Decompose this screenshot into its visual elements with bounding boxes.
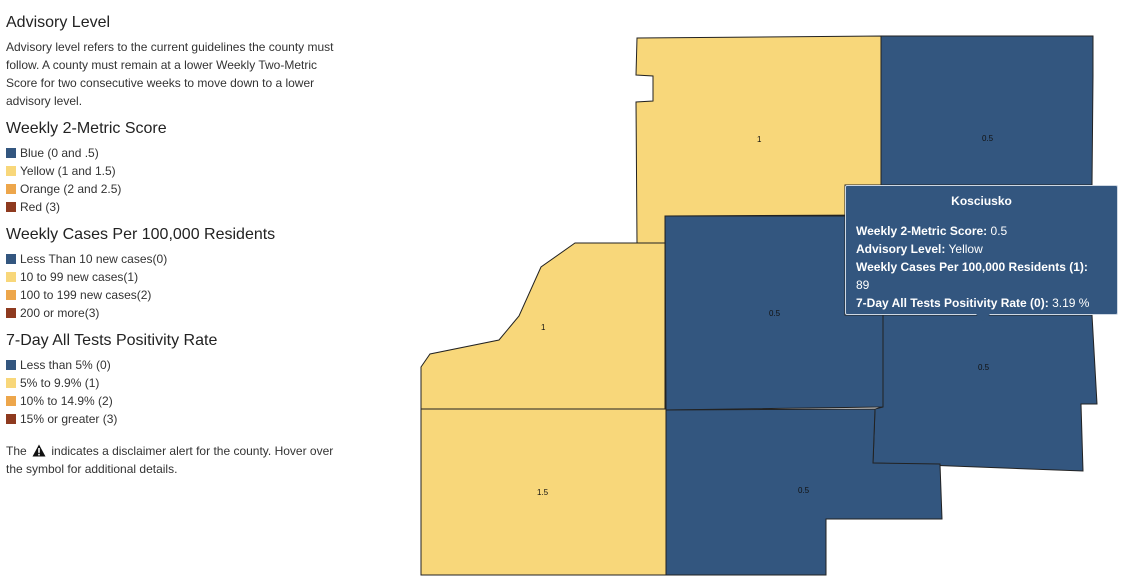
note-text-before: The bbox=[6, 444, 27, 458]
county-west[interactable] bbox=[420, 242, 666, 410]
legend-label: 100 to 199 new cases(2) bbox=[20, 288, 152, 302]
legend-swatch bbox=[6, 360, 16, 370]
legend-item: 10% to 14.9% (2) bbox=[6, 392, 351, 410]
tooltip-advisory-value: Yellow bbox=[948, 242, 983, 256]
tooltip-caret bbox=[976, 314, 990, 321]
county-value-label: 1 bbox=[541, 323, 546, 332]
tooltip-advisory-row: Advisory Level: Yellow bbox=[856, 240, 1107, 258]
tooltip-score-label: Weekly 2-Metric Score: bbox=[856, 224, 988, 238]
legend-swatch bbox=[6, 166, 16, 176]
legend-swatch bbox=[6, 148, 16, 158]
legend-swatch bbox=[6, 184, 16, 194]
advisory-description: Advisory level refers to the current gui… bbox=[6, 40, 334, 108]
legend-item: 10 to 99 new cases(1) bbox=[6, 268, 351, 286]
legend-item: Orange (2 and 2.5) bbox=[6, 180, 351, 198]
legend-swatch bbox=[6, 290, 16, 300]
legend-label: Orange (2 and 2.5) bbox=[20, 182, 122, 196]
legend-swatch bbox=[6, 414, 16, 424]
tooltip-cases-row: Weekly Cases Per 100,000 Residents (1): bbox=[856, 258, 1107, 276]
legend-label: Less than 5% (0) bbox=[20, 358, 111, 372]
tooltip-score-row: Weekly 2-Metric Score: 0.5 bbox=[856, 222, 1107, 240]
tooltip-positivity-value: 3.19 % bbox=[1052, 296, 1090, 310]
advisory-section: Advisory Level Advisory level refers to … bbox=[6, 14, 351, 110]
legend-swatch bbox=[6, 254, 16, 264]
legend-item: 15% or greater (3) bbox=[6, 410, 351, 428]
tooltip-positivity-row: 7-Day All Tests Positivity Rate (0): 3.1… bbox=[856, 294, 1107, 312]
county-tooltip: Kosciusko Weekly 2-Metric Score: 0.5 Adv… bbox=[845, 185, 1118, 321]
legend-label: 200 or more(3) bbox=[20, 306, 100, 320]
tooltip-positivity-label: 7-Day All Tests Positivity Rate (0): bbox=[856, 296, 1049, 310]
cases-section: Weekly Cases Per 100,000 Residents Less … bbox=[6, 226, 351, 322]
legend-item: 5% to 9.9% (1) bbox=[6, 374, 351, 392]
positivity-title: 7-Day All Tests Positivity Rate bbox=[6, 332, 218, 349]
legend-item: 100 to 199 new cases(2) bbox=[6, 286, 351, 304]
legend-swatch bbox=[6, 272, 16, 282]
tooltip-cases-label: Weekly Cases Per 100,000 Residents (1): bbox=[856, 260, 1088, 274]
disclaimer-note: The indicates a disclaimer alert for the… bbox=[6, 442, 351, 478]
legend-swatch bbox=[6, 308, 16, 318]
score-section: Weekly 2-Metric Score Blue (0 and .5) Ye… bbox=[6, 120, 351, 216]
legend-label: 15% or greater (3) bbox=[20, 412, 118, 426]
legend-label: 10% to 14.9% (2) bbox=[20, 394, 113, 408]
legend-swatch bbox=[6, 202, 16, 212]
legend-item: Less than 5% (0) bbox=[6, 356, 351, 374]
county-value-label: 1.5 bbox=[537, 488, 549, 497]
county-value-label: 1 bbox=[757, 135, 762, 144]
county-value-label: 0.5 bbox=[769, 309, 781, 318]
cases-title: Weekly Cases Per 100,000 Residents bbox=[6, 226, 276, 243]
county-value-label: 0.5 bbox=[982, 134, 994, 143]
legend-label: Less Than 10 new cases(0) bbox=[20, 252, 168, 266]
county-south-central[interactable] bbox=[665, 408, 943, 576]
legend-swatch bbox=[6, 396, 16, 406]
tooltip-cases-value: 89 bbox=[856, 278, 870, 292]
legend-item: Red (3) bbox=[6, 198, 351, 216]
legend-label: Yellow (1 and 1.5) bbox=[20, 164, 116, 178]
warning-icon bbox=[32, 444, 46, 457]
legend-label: Red (3) bbox=[20, 200, 61, 214]
legend-item: Yellow (1 and 1.5) bbox=[6, 162, 351, 180]
tooltip-score-value: 0.5 bbox=[990, 224, 1008, 238]
legend-label: 10 to 99 new cases(1) bbox=[20, 270, 139, 284]
advisory-title: Advisory Level bbox=[6, 14, 111, 31]
legend-label: 5% to 9.9% (1) bbox=[20, 376, 100, 390]
legend-item: 200 or more(3) bbox=[6, 304, 351, 322]
county-kosciusko[interactable] bbox=[872, 314, 1098, 472]
tooltip-advisory-label: Advisory Level: bbox=[856, 242, 946, 256]
tooltip-title: Kosciusko bbox=[951, 194, 1012, 208]
county-value-label: 0.5 bbox=[798, 486, 810, 495]
positivity-section: 7-Day All Tests Positivity Rate Less tha… bbox=[6, 332, 351, 428]
legend-item: Blue (0 and .5) bbox=[6, 144, 351, 162]
legend-label: Blue (0 and .5) bbox=[20, 146, 99, 160]
legend-swatch bbox=[6, 378, 16, 388]
legend-panel: Advisory Level Advisory level refers to … bbox=[6, 14, 351, 478]
score-title: Weekly 2-Metric Score bbox=[6, 120, 167, 137]
legend-item: Less Than 10 new cases(0) bbox=[6, 250, 351, 268]
note-text-after: indicates a disclaimer alert for the cou… bbox=[6, 444, 334, 476]
county-value-label: 0.5 bbox=[978, 363, 990, 372]
